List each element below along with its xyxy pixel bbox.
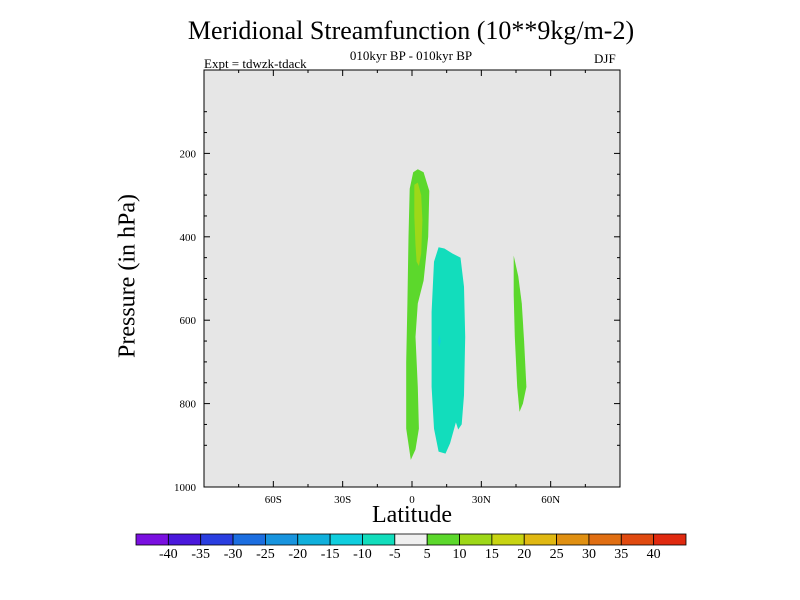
colorbar-label: 20 [517,547,531,562]
colorbar-swatch [362,533,396,546]
colorbar-label: -15 [321,547,340,562]
colorbar-label: -25 [256,547,275,562]
colorbar-label: 15 [485,547,499,562]
chart-subtitle: 010kyr BP - 010kyr BP [349,48,473,63]
x-tick-label: 30N [472,494,491,506]
contour-negative-core-dot [437,334,441,348]
colorbar-label: 35 [614,547,628,562]
colorbar-swatch [200,533,234,546]
contour-positive-nh-midlat [513,255,527,412]
experiment-label: Expt = tdwzk-tdack [204,56,307,71]
colorbar [135,533,687,546]
colorbar-swatch [426,533,460,546]
colorbar-swatch [588,533,622,546]
colorbar-label: 5 [424,547,431,562]
colorbar-swatch [620,533,655,546]
y-tick-label: 200 [180,148,197,160]
colorbar-swatch [232,533,266,546]
colorbar-swatch [329,533,363,546]
contour-regions [406,169,527,460]
x-tick-label: 60N [541,494,560,506]
colorbar-swatch [556,533,590,546]
contour-negative-nh-cell [431,247,466,454]
colorbar-swatch [459,533,493,546]
x-tick-label: 0 [409,494,415,506]
y-tick-label: 600 [180,315,197,327]
colorbar-swatch [297,533,331,546]
y-tick-label: 800 [180,399,197,411]
colorbar-swatch [394,533,428,546]
x-axis-label: Latitude [372,502,452,528]
plot-area-frame [203,69,621,488]
colorbar-swatch [491,533,525,546]
colorbar-label: -10 [353,547,372,562]
colorbar-swatch [523,533,557,546]
colorbar-label: -35 [191,547,210,562]
colorbar-label: 10 [453,547,467,562]
colorbar-swatch [653,533,687,546]
y-tick-label: 1000 [174,482,197,494]
contour-positive-equatorial-band [406,169,430,460]
colorbar-swatch [265,533,299,546]
colorbar-swatch [167,533,202,546]
axis-tick-labels: 200 400 600 800 1000 60S 30S 0 30N 60N [174,148,560,506]
colorbar-labels: -40 -35 -30 -25 -20 -15 -10 -5 5 10 15 20 25 30 35 40 [159,547,661,562]
chart-title: Meridional Streamfunction (10**9kg/m-2) [187,16,635,45]
season-label: DJF [594,51,616,66]
colorbar-label: -20 [288,547,307,562]
colorbar-label: 40 [647,547,661,562]
contour-positive-core-upper [414,182,423,266]
x-tick-label: 30S [334,494,351,506]
colorbar-label: 30 [582,547,596,562]
colorbar-swatch [135,533,169,546]
x-tick-label: 60S [265,494,282,506]
colorbar-label: -30 [224,547,243,562]
colorbar-label: 25 [550,547,564,562]
colorbar-label: -40 [159,547,178,562]
colorbar-label: -5 [389,547,401,562]
y-tick-label: 400 [180,232,197,244]
